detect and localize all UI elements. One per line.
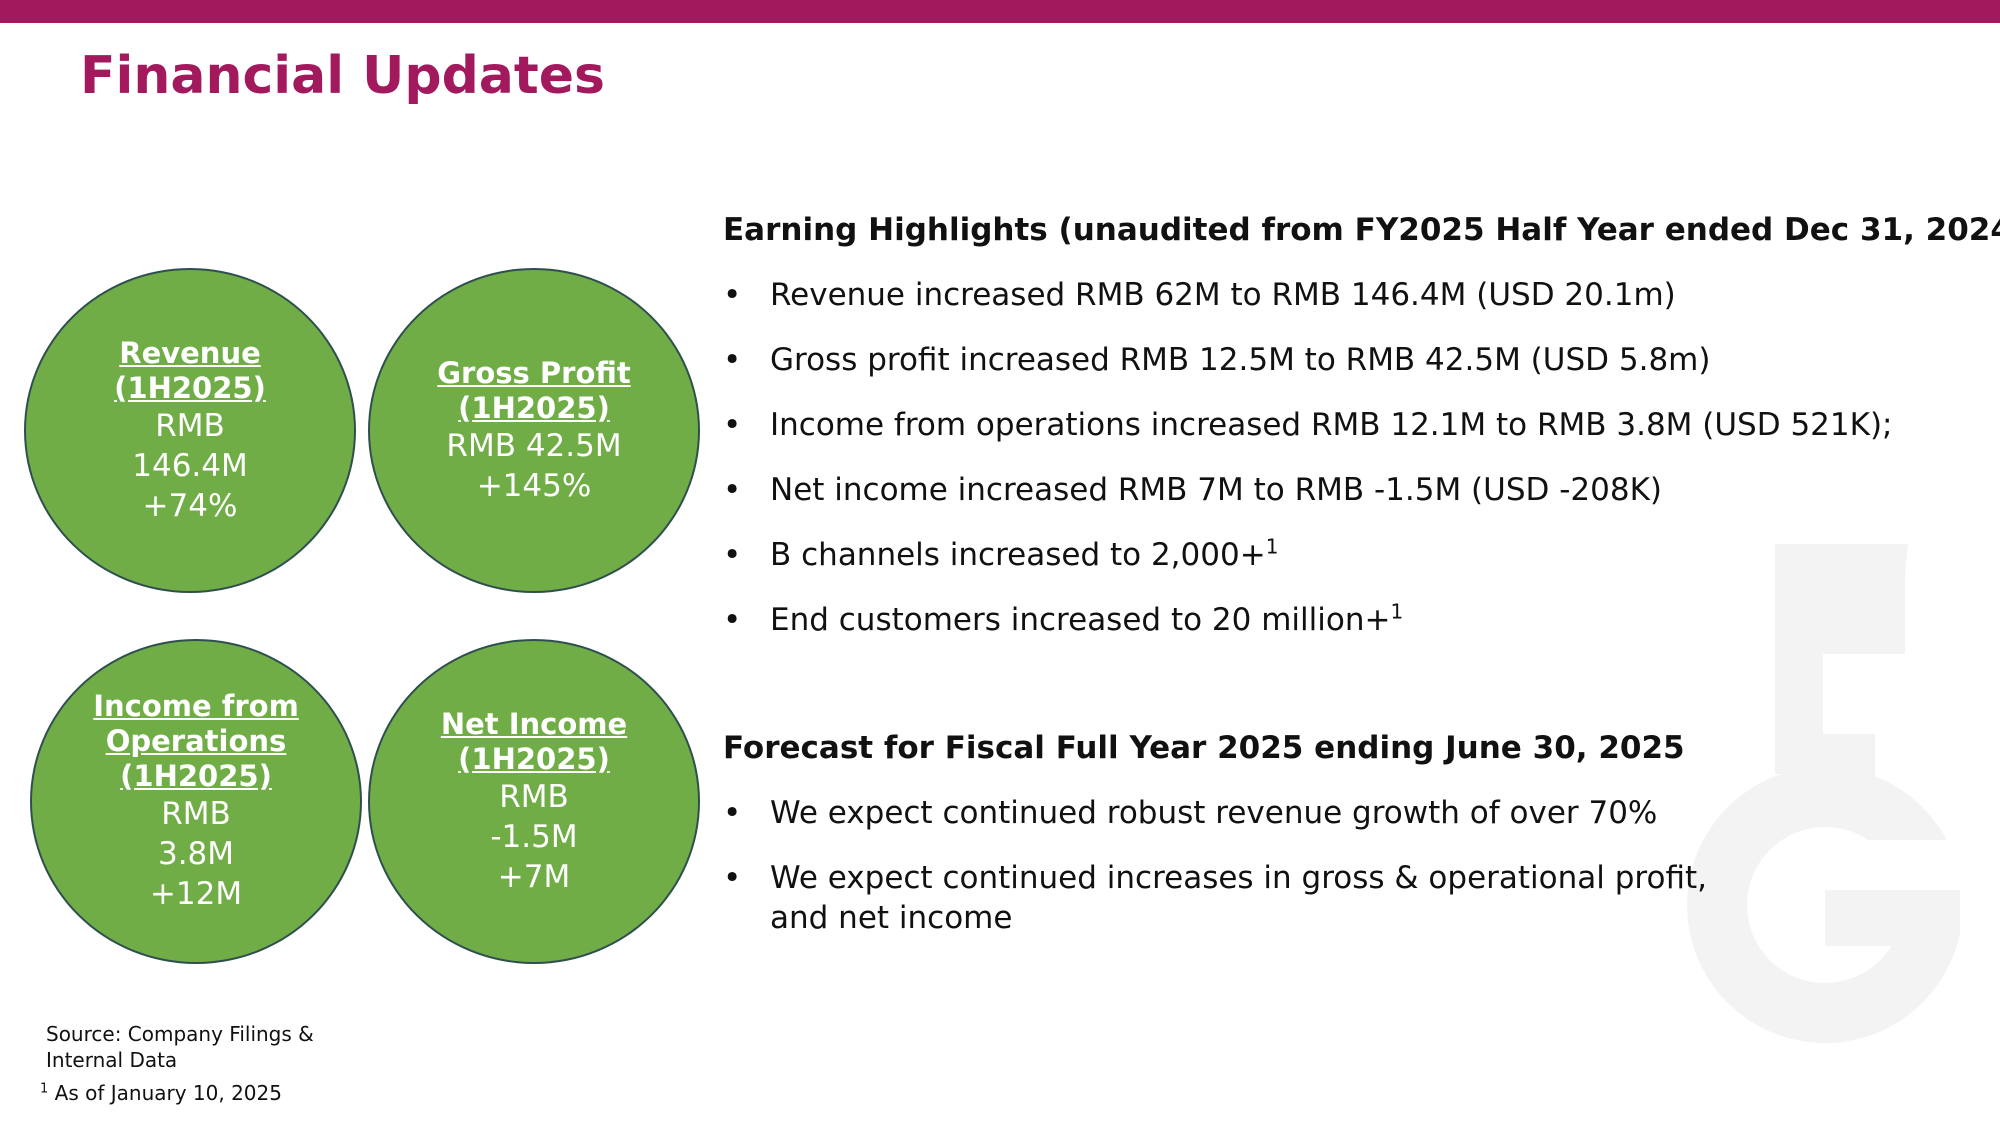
circle-heading: (1H2025) xyxy=(120,759,272,793)
earning-highlights-list: • Revenue increased RMB 62M to RMB 146.4M… xyxy=(723,275,1973,640)
circle-change: +12M xyxy=(149,876,243,912)
bullet-icon: • xyxy=(723,602,742,638)
bullet-icon: • xyxy=(723,342,742,378)
circle-heading: Revenue xyxy=(119,335,261,370)
circle-value: RMB xyxy=(155,407,225,444)
bullet-icon: • xyxy=(723,277,742,313)
circle-heading: Income from xyxy=(93,689,299,723)
bullet-icon: • xyxy=(723,860,742,896)
circle-change: +74% xyxy=(142,487,238,524)
circle-heading: Operations xyxy=(105,724,287,758)
footnote-marker: 1 xyxy=(1390,599,1404,624)
footnote-marker: 1 xyxy=(1265,534,1279,559)
circle-value: 146.4M xyxy=(132,447,248,484)
list-item: • Gross profit increased RMB 12.5M to RMB… xyxy=(723,342,1711,378)
page-title: Financial Updates xyxy=(80,46,605,106)
earning-highlights-section: Earning Highlights (unaudited from FY202… xyxy=(723,210,2000,640)
list-item: • We expect continued increases in gross … xyxy=(723,860,1707,936)
earning-highlights-heading: Earning Highlights (unaudited from FY202… xyxy=(723,212,2000,248)
list-item: • Revenue increased RMB 62M to RMB 146.4M… xyxy=(723,277,1676,313)
list-item: • Net income increased RMB 7M to RMB -1.5… xyxy=(723,472,1663,508)
circle-value: RMB 42.5M xyxy=(446,427,622,464)
net-income-circle: Net Income (1H2025) RMB -1.5M +7M xyxy=(368,639,700,964)
forecast-list: • We expect continued robust revenue grow… xyxy=(723,793,1973,938)
income-from-operations-circle: Income from Operations (1H2025) RMB 3.8M… xyxy=(30,639,362,964)
list-item: • We expect continued robust revenue grow… xyxy=(723,795,1658,831)
fg-logo-watermark xyxy=(1687,544,1960,1043)
list-item: • B channels increased to 2,000+1 xyxy=(723,534,1279,573)
top-accent-bar xyxy=(0,0,2000,23)
forecast-section: Forecast for Fiscal Full Year 2025 endin… xyxy=(723,728,1973,938)
source-note: Source: Company Filings & Internal Data xyxy=(46,1022,314,1072)
bullet-icon: • xyxy=(723,537,742,573)
circle-heading: (1H2025) xyxy=(458,741,610,776)
footnote-marker: 1 xyxy=(40,1081,49,1097)
forecast-heading: Forecast for Fiscal Full Year 2025 endin… xyxy=(723,730,1685,766)
circle-value: 3.8M xyxy=(157,836,235,872)
gross-profit-circle: Gross Profit (1H2025) RMB 42.5M +145% xyxy=(368,268,700,593)
circle-heading: Gross Profit xyxy=(437,355,631,390)
revenue-circle: Revenue (1H2025) RMB 146.4M +74% xyxy=(24,268,356,593)
circle-heading: (1H2025) xyxy=(114,370,266,405)
circle-value: RMB xyxy=(161,796,231,832)
circle-heading: (1H2025) xyxy=(458,390,610,425)
circle-value: RMB xyxy=(499,778,569,815)
bullet-icon: • xyxy=(723,407,742,443)
footnote: 1 As of January 10, 2025 xyxy=(40,1081,282,1105)
bullet-icon: • xyxy=(723,472,742,508)
list-item: • Income from operations increased RMB 12… xyxy=(723,407,1893,443)
list-item: • End customers increased to 20 million+1 xyxy=(723,599,1404,638)
circle-change: +145% xyxy=(476,467,592,504)
circle-change: +7M xyxy=(497,858,571,895)
bullet-icon: • xyxy=(723,795,742,831)
circle-heading: Net Income xyxy=(440,706,628,741)
circle-value: -1.5M xyxy=(490,818,578,855)
